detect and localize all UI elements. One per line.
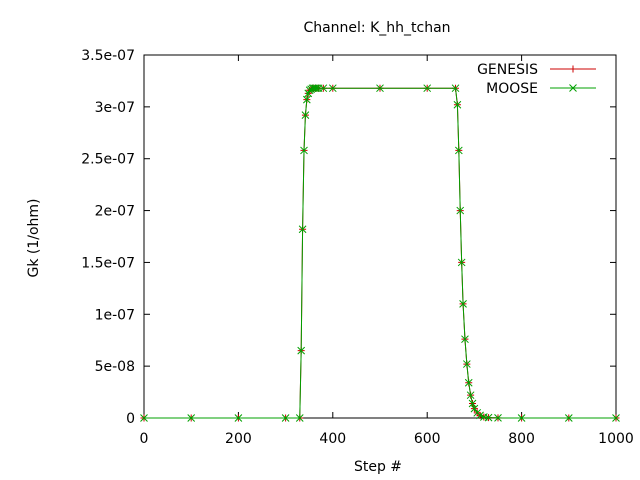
y-tick-label: 3e-07 xyxy=(95,100,135,116)
y-axis-label: Gk (1/ohm) xyxy=(26,198,42,277)
y-tick-label: 2.5e-07 xyxy=(81,152,135,168)
x-tick-label: 200 xyxy=(225,431,252,447)
data-point-moose xyxy=(459,300,467,308)
legend-label-genesis: GENESIS xyxy=(477,62,538,78)
data-point-moose xyxy=(319,84,328,93)
x-tick-label: 400 xyxy=(319,431,346,447)
data-point-moose xyxy=(517,414,526,422)
x-tick-label: 800 xyxy=(508,431,535,447)
data-point-moose xyxy=(376,84,384,93)
data-point-moose xyxy=(281,414,290,422)
data-point-moose xyxy=(466,391,475,400)
data-point-moose xyxy=(462,360,471,368)
data-point-moose xyxy=(187,414,196,422)
data-point-moose xyxy=(564,414,573,422)
data-point-moose xyxy=(300,146,308,155)
data-point-moose xyxy=(468,399,477,408)
data-point-moose xyxy=(423,84,432,93)
chart-title: Channel: K_hh_tchan xyxy=(303,20,450,36)
data-point-moose xyxy=(453,100,462,109)
plot-frame xyxy=(143,54,617,419)
series-line-moose xyxy=(144,87,616,419)
data-point-moose xyxy=(612,414,620,422)
data-point-moose xyxy=(454,146,463,155)
y-tick-label: 3.5e-07 xyxy=(81,48,135,64)
data-point-moose xyxy=(311,84,320,93)
legend-marker-genesis xyxy=(569,65,577,73)
data-point-moose xyxy=(302,95,311,104)
legend-marker-moose xyxy=(569,84,577,92)
data-point-moose xyxy=(464,378,473,387)
x-tick-label: 600 xyxy=(414,431,441,447)
data-point-moose xyxy=(234,414,243,422)
x-axis-label: Step # xyxy=(354,459,402,475)
data-point-moose xyxy=(328,84,337,93)
data-point-moose xyxy=(295,414,304,422)
data-point-moose xyxy=(457,258,466,267)
y-tick-label: 0 xyxy=(126,411,135,427)
y-tick-label: 1e-07 xyxy=(95,307,135,323)
data-point-moose xyxy=(451,84,460,93)
data-point-moose xyxy=(484,413,493,422)
data-point-moose xyxy=(456,206,465,215)
y-tick-label: 5e-08 xyxy=(95,359,135,375)
x-tick-label: 0 xyxy=(140,431,149,447)
data-point-moose xyxy=(312,84,321,93)
x-tick-label: 1000 xyxy=(598,431,634,447)
data-point-moose xyxy=(470,404,479,413)
data-point-moose xyxy=(461,335,469,344)
y-tick-label: 2e-07 xyxy=(95,204,135,220)
y-tick-label: 1.5e-07 xyxy=(81,255,135,271)
series-line-genesis xyxy=(144,87,616,419)
legend: GENESIS MOOSE xyxy=(477,62,596,97)
data-point-moose xyxy=(494,414,502,422)
data-point-moose xyxy=(298,225,307,234)
data-point-moose xyxy=(140,414,148,422)
legend-label-moose: MOOSE xyxy=(486,81,538,97)
data-point-moose xyxy=(297,346,306,355)
plot-area: 0 200 400 600 800 1000 0 5e-08 1e-07 1.5e-07 2e-07… xyxy=(81,48,634,447)
data-point-moose xyxy=(301,111,310,120)
